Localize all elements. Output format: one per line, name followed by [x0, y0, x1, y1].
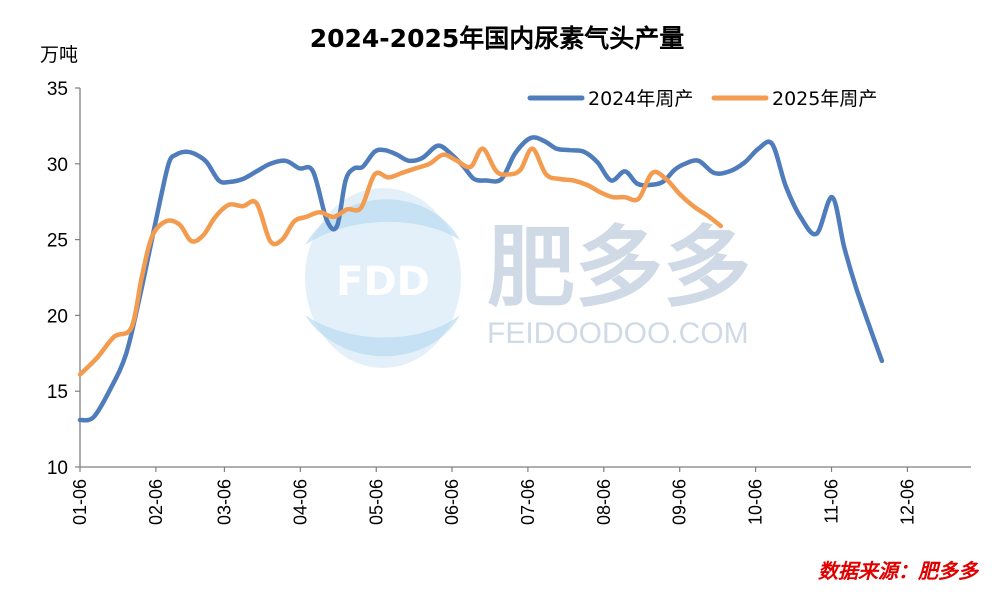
data-source: 数据来源：肥多多: [818, 559, 980, 583]
x-tick-label: 07-06: [518, 479, 538, 525]
series-layer: [77, 135, 885, 423]
watermark: FDD 肥多多 FEIDOODOO.COM: [305, 188, 751, 368]
x-tick-label: 08-06: [594, 479, 614, 525]
x-tick-label: 10-06: [746, 479, 766, 525]
watermark-logo-text: FDD: [336, 259, 430, 305]
y-tick-label: 35: [47, 79, 68, 100]
y-axis-unit: 万吨: [40, 44, 78, 66]
x-tick-label: 02-06: [146, 479, 166, 525]
y-ticks: 10 15 20 25 30 35: [47, 79, 80, 479]
series-line-2024: [77, 135, 885, 423]
watermark-brand: 肥多多: [487, 216, 751, 319]
legend-label-2024: 2024年周产: [588, 88, 693, 110]
x-tick-label: 01-06: [70, 479, 90, 525]
y-tick-label: 20: [47, 306, 68, 327]
legend: 2024年周产 2025年周产: [527, 88, 877, 110]
x-tick-label: 12-06: [897, 479, 917, 525]
legend-label-2025: 2025年周产: [772, 88, 877, 110]
x-tick-label: 03-06: [214, 479, 234, 525]
y-tick-label: 30: [47, 155, 68, 176]
chart-title: 2024-2025年国内尿素气头产量: [310, 24, 685, 53]
x-tick-label: 11-06: [822, 479, 842, 524]
x-tick-label: 06-06: [442, 479, 462, 525]
x-tick-label: 05-06: [366, 479, 386, 525]
series-line-2025: [77, 146, 724, 377]
watermark-url: FEIDOODOO.COM: [487, 317, 749, 350]
x-tick-label: 09-06: [670, 479, 690, 525]
y-tick-label: 10: [47, 458, 68, 479]
x-ticks: 01-06 02-06 03-06 04-06 05-06 06-06 07-06 08-06…: [70, 467, 917, 525]
x-tick-label: 04-06: [290, 479, 310, 525]
y-tick-label: 15: [47, 382, 68, 403]
watermark-logo: FDD: [305, 188, 461, 368]
y-tick-label: 25: [47, 231, 68, 252]
